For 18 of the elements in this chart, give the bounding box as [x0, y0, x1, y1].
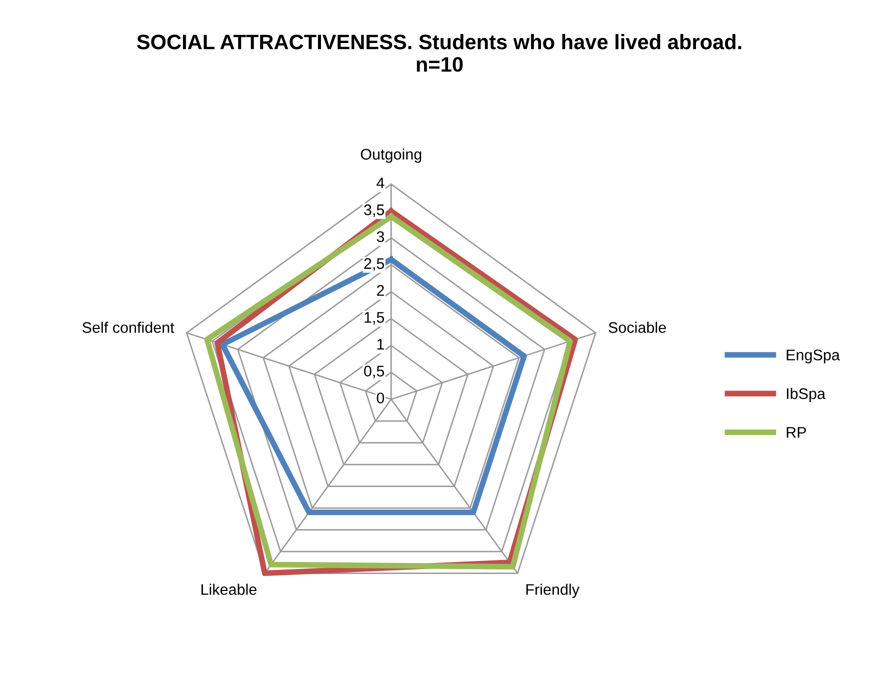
spoke-label: Sociable [608, 322, 666, 333]
y-tick-label: 1,5 [364, 312, 384, 325]
legend-label: IbSpa [786, 388, 826, 402]
y-tick-label: 4 [376, 178, 384, 188]
spoke-label: Outgoing [360, 148, 422, 163]
y-tick-label: 0 [376, 392, 384, 404]
chart-title: SOCIAL ATTRACTIVENESS. Students who have lived abroad. n=10 [137, 34, 742, 72]
y-tick-label: 2,5 [364, 258, 384, 271]
legend-label: EngSpa [786, 350, 840, 364]
spoke-label: Likeable [202, 584, 256, 595]
y-tick-label: 2 [376, 285, 384, 296]
y-tick-label: 0,5 [364, 366, 384, 378]
y-tick-label: 3 [376, 231, 384, 242]
spoke-label: Friendly [526, 584, 580, 598]
legend-label: RP [786, 427, 806, 438]
spoke-label: Self confident [82, 322, 174, 333]
y-tick-label: 3,5 [364, 204, 384, 218]
y-tick-label: 1 [377, 338, 384, 350]
